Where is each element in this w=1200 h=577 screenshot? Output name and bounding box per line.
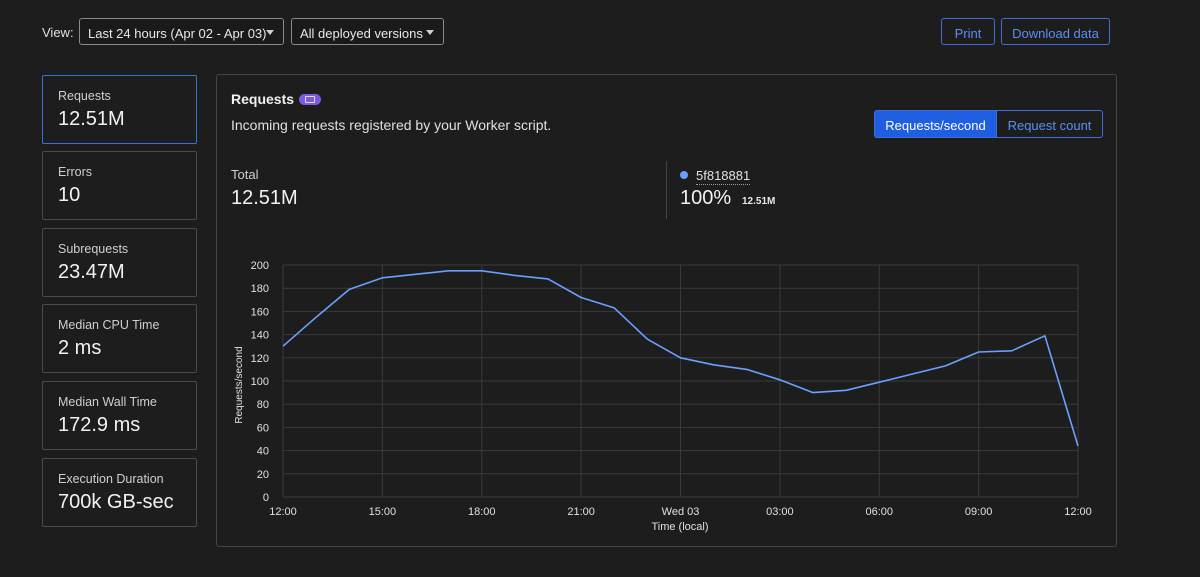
y-tick-label: 160 <box>251 306 269 318</box>
x-tick-label: 21:00 <box>567 506 595 518</box>
panel-subtitle: Incoming requests registered by your Wor… <box>231 117 552 133</box>
metric-value: 12.51M <box>58 108 125 130</box>
y-tick-label: 0 <box>263 492 269 504</box>
toolbar: View: Last 24 hours (Apr 02 - Apr 03) Al… <box>42 18 1200 48</box>
download-data-button[interactable]: Download data <box>1001 18 1110 45</box>
series-percent: 100% <box>680 187 732 209</box>
x-tick-label: 15:00 <box>369 506 397 518</box>
metric-label: Median CPU Time <box>58 318 160 332</box>
y-tick-label: 60 <box>257 422 269 434</box>
metric-value: 172.9 ms <box>58 414 141 436</box>
metric-value: 23.47M <box>58 261 125 283</box>
metric-label: Median Wall Time <box>58 395 157 409</box>
x-tick-label: 06:00 <box>865 506 893 518</box>
series-line-5f818881 <box>282 270 1079 447</box>
metric-label: Requests <box>58 89 111 103</box>
total-label: Total <box>231 167 259 182</box>
metric-card-median-wall-time[interactable]: Median Wall Time 172.9 ms <box>42 381 197 450</box>
time-range-select[interactable]: Last 24 hours (Apr 02 - Apr 03) <box>79 18 284 45</box>
total-value: 12.51M <box>231 187 298 209</box>
y-tick-label: 120 <box>251 353 269 365</box>
metric-card-median-cpu-time[interactable]: Median CPU Time 2 ms <box>42 304 197 373</box>
version-select[interactable]: All deployed versions <box>291 18 444 45</box>
metric-value: 10 <box>58 184 81 206</box>
y-tick-label: 40 <box>257 446 269 458</box>
metric-card-execution-duration[interactable]: Execution Duration 700k GB-sec <box>42 458 197 527</box>
x-tick-label: 18:00 <box>468 506 496 518</box>
x-tick-label: 09:00 <box>965 506 993 518</box>
beta-badge-icon <box>299 94 321 105</box>
panel-title: Requests <box>231 91 295 107</box>
y-tick-label: 200 <box>251 260 269 272</box>
metric-label: Subrequests <box>58 242 129 256</box>
y-tick-label: 20 <box>257 469 269 481</box>
chevron-down-icon <box>266 30 274 35</box>
x-tick-label: Wed 03 <box>662 506 700 518</box>
y-tick-label: 100 <box>251 376 269 388</box>
requests-per-second-toggle[interactable]: Requests/second <box>874 110 997 138</box>
version-value: All deployed versions <box>300 26 423 41</box>
metric-card-requests[interactable]: Requests 12.51M <box>42 75 197 144</box>
y-tick-label: 80 <box>257 399 269 411</box>
x-tick-label: 12:00 <box>269 506 297 518</box>
metric-label: Errors <box>58 165 93 179</box>
x-axis-label: Time (local) <box>651 521 708 533</box>
requests-panel: Requests Incoming requests registered by… <box>216 74 1117 547</box>
y-tick-label: 140 <box>251 330 269 342</box>
series-version-name[interactable]: 5f818881 <box>696 168 751 185</box>
metric-card-subrequests[interactable]: Subrequests 23.47M <box>42 228 197 297</box>
view-label: View: <box>42 25 74 40</box>
metric-card-errors[interactable]: Errors 10 <box>42 151 197 220</box>
request-count-toggle[interactable]: Request count <box>996 110 1103 138</box>
time-range-value: Last 24 hours (Apr 02 - Apr 03) <box>88 26 267 41</box>
series-value: 12.51M <box>742 196 776 207</box>
metric-label: Execution Duration <box>58 472 164 486</box>
series-dot-icon <box>680 171 688 179</box>
x-tick-label: 12:00 <box>1064 506 1092 518</box>
chevron-down-icon <box>426 30 434 35</box>
y-axis-label: Requests/second <box>234 346 245 423</box>
x-tick-label: 03:00 <box>766 506 794 518</box>
y-tick-label: 180 <box>251 283 269 295</box>
print-button[interactable]: Print <box>941 18 995 45</box>
divider <box>666 161 667 219</box>
metric-value: 2 ms <box>58 337 102 359</box>
metric-value: 700k GB-sec <box>58 491 174 513</box>
